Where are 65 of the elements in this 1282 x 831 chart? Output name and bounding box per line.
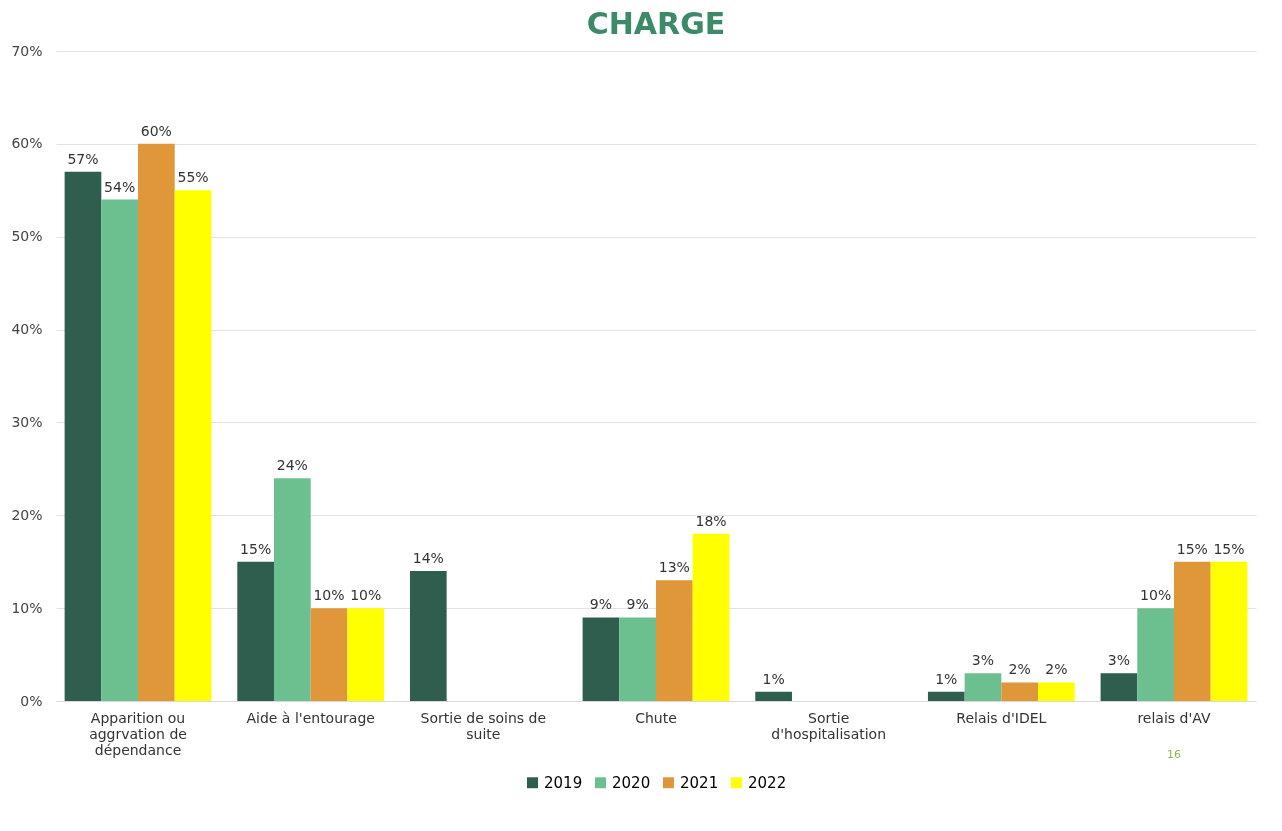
legend-label: 2020 [612, 773, 651, 792]
data-label: 10% [350, 587, 382, 604]
y-tick-label: 60% [11, 135, 43, 152]
x-tick-label: relais d'AV [1137, 709, 1211, 726]
y-tick-label: 0% [20, 692, 43, 709]
data-label: 54% [104, 178, 136, 195]
legend-label: 2022 [748, 773, 787, 792]
bar [964, 673, 1002, 701]
x-tick-label: Sortie de soins de suite [420, 709, 547, 742]
data-label: 55% [177, 169, 209, 186]
data-label: 18% [695, 512, 727, 529]
y-tick-label: 30% [11, 413, 43, 430]
bar [1173, 561, 1211, 701]
y-tick-label: 50% [11, 228, 43, 245]
bar [101, 199, 139, 701]
bar [582, 617, 620, 701]
bar [656, 580, 693, 701]
y-tick-label: 40% [11, 321, 43, 338]
x-tick-label: Chute [635, 709, 677, 726]
bar [692, 533, 730, 701]
x-tick-label: Aide à l'entourage [246, 709, 375, 726]
data-label: 10% [1140, 587, 1172, 604]
y-tick-label: 70% [11, 42, 43, 59]
data-label: 15% [240, 540, 272, 557]
y-tick-label: 20% [11, 506, 43, 523]
data-label: 9% [589, 596, 613, 613]
data-label: 1% [762, 670, 785, 687]
bar [1137, 608, 1174, 701]
bar [927, 691, 965, 701]
data-label: 14% [412, 550, 444, 566]
bar [1001, 682, 1039, 701]
data-label: 9% [626, 596, 649, 613]
bar [1210, 561, 1248, 701]
data-label: 10% [313, 587, 345, 604]
x-tick-label: Sortie d'hospitalisation [771, 709, 887, 742]
data-label: 60% [140, 122, 172, 139]
bar [755, 691, 792, 701]
data-label: 15% [1213, 540, 1245, 557]
text: 16 [1166, 748, 1181, 761]
bar [237, 561, 274, 701]
data-label: 13% [658, 559, 690, 576]
data-label: 57% [67, 150, 99, 167]
data-label: 15% [1176, 540, 1208, 557]
bar [310, 608, 348, 701]
legend-label: 2019 [544, 773, 583, 792]
data-label: 1% [935, 670, 958, 687]
data-label: 3% [971, 652, 995, 669]
x-tick-label: Apparition ou aggrvation de dépendance [89, 709, 187, 758]
data-label: 2% [1045, 661, 1068, 678]
bar [174, 190, 212, 701]
data-label: 3% [1107, 652, 1131, 669]
y-tick-label: 10% [11, 599, 43, 616]
bar [273, 478, 311, 701]
bar [409, 571, 447, 701]
data-label: 24% [276, 457, 308, 474]
legend-label: 2021 [680, 773, 719, 792]
bar [64, 171, 102, 701]
data-label: 2% [1008, 661, 1031, 678]
x-tick-label: Relais d'IDEL [956, 709, 1047, 726]
chart-title: CHARGE [586, 6, 726, 41]
bar [1100, 673, 1138, 701]
bar [347, 608, 385, 701]
bar [619, 617, 656, 701]
bar [1038, 682, 1075, 701]
bar [138, 143, 175, 701]
